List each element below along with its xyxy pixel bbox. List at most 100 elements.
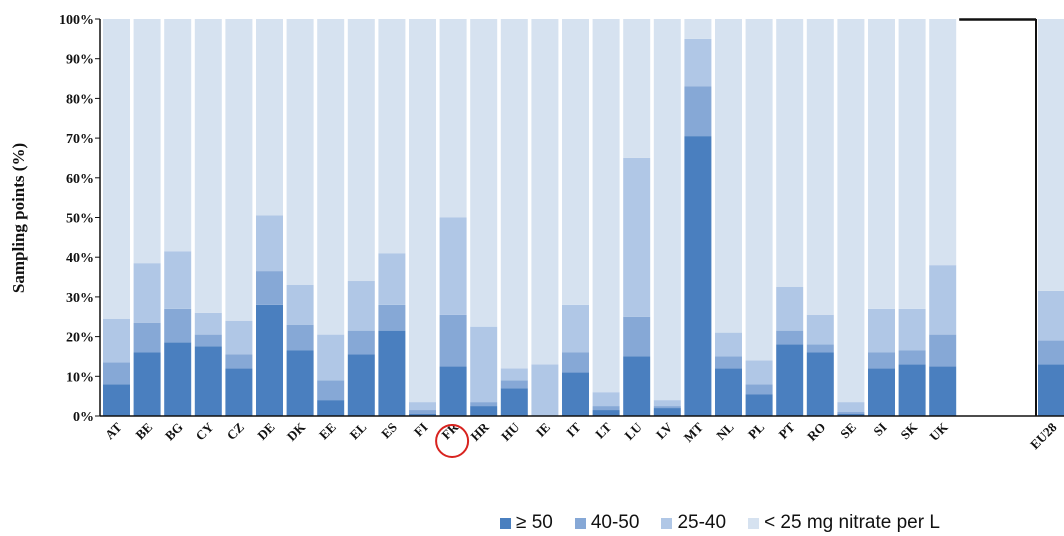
bar-lt-series-1 (592, 406, 620, 411)
y-tick-label: 60% (66, 172, 94, 187)
legend-swatch (748, 517, 760, 529)
x-tick-label: LU (621, 419, 645, 443)
bar-ee-series-1 (317, 380, 345, 401)
bar-lt-series-3 (592, 19, 620, 393)
bar-dk-series-3 (286, 19, 314, 285)
x-tick-label: MT (681, 419, 707, 445)
bar-nl-series-3 (715, 19, 742, 333)
bar-lt-series-2 (592, 392, 620, 407)
bar-cy-series-2 (194, 312, 222, 335)
legend-swatch (574, 517, 586, 529)
bar-lv-series-2 (653, 400, 681, 407)
legend-label: ≥ 50 (516, 512, 553, 533)
bar-lv-series-0 (653, 408, 681, 416)
bar-pl-series-1 (745, 384, 773, 395)
bar-nl-series-1 (715, 356, 742, 369)
x-tick-label: IE (533, 420, 553, 440)
bar-se-series-3 (837, 19, 865, 403)
bar-dk-series-1 (286, 324, 314, 351)
legend-swatch (661, 517, 673, 529)
bar-se-series-0 (837, 414, 865, 416)
stacked-bar-chart: Sampling points (%) 0% 10% 20% 30% 40% 50% 60%… (9, 13, 1064, 458)
bar-hu-series-1 (500, 380, 528, 389)
bar-es-series-2 (378, 253, 406, 305)
bar-sk-series-1 (898, 350, 926, 365)
bar-fi-series-1 (409, 410, 436, 415)
bar-bg-series-0 (164, 342, 192, 416)
bar-cy-series-3 (194, 19, 222, 313)
bar-se-series-1 (837, 412, 865, 415)
legend-swatch (500, 517, 511, 529)
bar-ie-series-3 (531, 19, 559, 365)
bar-pt-series-1 (776, 330, 804, 345)
x-tick-label: PT (775, 419, 798, 442)
bar-lu-series-2 (623, 157, 651, 317)
bar-fr-series-2 (439, 217, 467, 315)
bar-mt-series-1 (684, 86, 712, 137)
x-tick-label: DE (254, 420, 277, 443)
bar-hr-series-2 (470, 326, 498, 403)
bar-fr-series-3 (439, 19, 467, 218)
legend-item: 25-40 (661, 512, 726, 534)
bar-dk-series-2 (286, 284, 314, 325)
bar-nl-series-2 (715, 332, 742, 357)
y-tick-label: 10% (66, 370, 94, 385)
bar-se-series-2 (837, 402, 865, 413)
bar-pl-series-2 (745, 360, 773, 385)
bar-lu-series-3 (623, 19, 651, 158)
y-tick-label: 40% (66, 251, 94, 266)
bar-lv-series-3 (653, 19, 681, 401)
y-tick-label: 70% (66, 132, 94, 147)
bar-eu28-series-1 (1038, 340, 1064, 365)
legend: ≥ 50 40-50 25-40 < 25 mg nitrate per L (500, 512, 940, 534)
x-tick-label: UK (926, 419, 951, 444)
bar-es-series-3 (378, 19, 406, 254)
legend-item: < 25 mg nitrate per L (748, 512, 940, 534)
bar-it-series-1 (562, 352, 589, 373)
y-tick-label: 20% (66, 331, 94, 346)
bar-dk-series-0 (286, 350, 314, 416)
x-tick-label: EU28 (1027, 419, 1060, 452)
bar-lu-series-0 (623, 356, 651, 416)
bar-be-series-2 (133, 263, 161, 323)
bar-el-series-1 (347, 330, 375, 355)
bar-mt-series-0 (684, 136, 712, 417)
x-tick-label: SE (837, 420, 859, 442)
bar-sk-series-3 (898, 19, 926, 309)
legend-item: 40-50 (574, 512, 640, 534)
bar-eu28-series-0 (1038, 364, 1064, 416)
bar-eu28-series-2 (1038, 290, 1064, 341)
bars (103, 19, 1064, 417)
bar-ro-series-0 (806, 352, 834, 416)
highlight-circle (435, 424, 470, 458)
bar-hu-series-2 (500, 368, 528, 381)
bar-at-series-0 (103, 384, 130, 416)
bar-uk-series-3 (929, 19, 957, 266)
bar-de-series-0 (256, 304, 283, 416)
bar-si-series-2 (868, 308, 895, 353)
bar-sk-series-2 (898, 308, 926, 351)
bar-de-series-3 (256, 19, 283, 216)
x-tick-label: CZ (224, 419, 248, 443)
bar-uk-series-1 (929, 334, 957, 367)
bar-ee-series-2 (317, 334, 345, 381)
bar-bg-series-2 (164, 251, 192, 309)
y-tick-label: 90% (66, 53, 94, 68)
bar-uk-series-2 (929, 265, 957, 335)
bar-ee-series-0 (317, 400, 345, 416)
x-tick-label: FI (411, 420, 431, 440)
legend-label: 40-50 (590, 512, 640, 533)
bar-cy-series-0 (194, 346, 222, 416)
bar-eu28-series-3 (1038, 19, 1064, 291)
x-tick-label: ES (378, 420, 400, 442)
x-tick-label: LV (653, 419, 676, 442)
bar-mt-series-2 (684, 38, 712, 87)
y-tick-label: 50% (66, 212, 94, 227)
y-axis-ticks: 0% 10% 20% 30% 40% 50% 60% 70% 80% 90% 100% (59, 13, 100, 425)
bar-si-series-0 (868, 368, 895, 416)
bar-el-series-2 (347, 281, 375, 331)
bar-nl-series-0 (715, 368, 742, 416)
bar-be-series-1 (133, 322, 161, 353)
legend-label: < 25 mg nitrate per L (764, 512, 940, 533)
bar-es-series-0 (378, 330, 406, 416)
